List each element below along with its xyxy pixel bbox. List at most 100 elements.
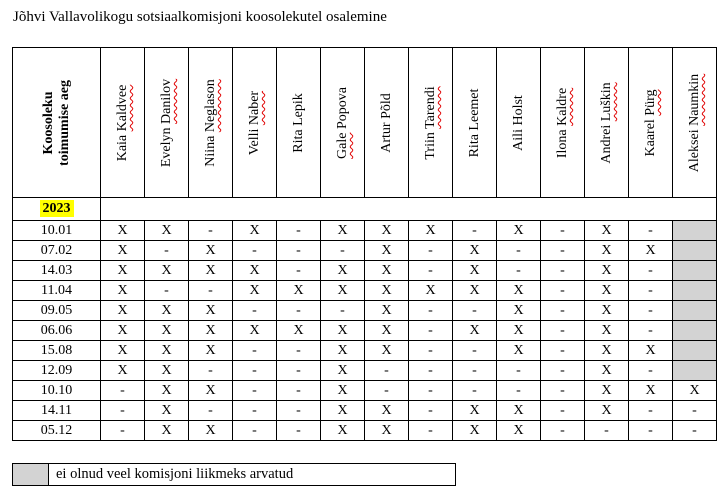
attendance-cell: - xyxy=(628,320,673,341)
member-name: Triin Tarendi xyxy=(422,85,438,160)
attendance-cell: X xyxy=(232,220,277,241)
attendance-cell: - xyxy=(628,280,673,301)
member-column-header: Velli Naber xyxy=(232,47,277,198)
attendance-cell: - xyxy=(144,240,189,261)
misspelled-word: Kaldre xyxy=(554,87,570,126)
corner-header-line2: toimumise aeg xyxy=(56,79,72,166)
attendance-cell: X xyxy=(672,380,717,401)
misspelled-word: Neglason xyxy=(202,78,218,132)
attendance-cell: X xyxy=(144,340,189,361)
member-name: Aili Holst xyxy=(510,94,526,151)
page-title: Jõhvi Vallavolikogu sotsiaalkomisjoni ko… xyxy=(13,9,387,25)
attendance-cell: - xyxy=(188,220,233,241)
attendance-cell: X xyxy=(100,280,145,301)
member-column-header: Artur Põld xyxy=(364,47,409,198)
attendance-cell: - xyxy=(408,400,453,421)
attendance-cell: - xyxy=(408,420,453,441)
attendance-cell: X xyxy=(452,260,497,281)
member-column-header: Aleksei Naumkin xyxy=(672,47,717,198)
attendance-cell: X xyxy=(144,420,189,441)
attendance-row: 06.06 X X X X X X X - X X - X - xyxy=(12,320,717,341)
member-column-header: Ilona Kaldre xyxy=(540,47,585,198)
attendance-cell: X xyxy=(496,300,541,321)
attendance-cell: X xyxy=(144,400,189,421)
attendance-cell: - xyxy=(232,340,277,361)
misspelled-word: Gale xyxy=(334,132,350,159)
attendance-cell: - xyxy=(276,380,321,401)
member-name: Artur Põld xyxy=(378,92,394,153)
misspelled-word: Kaldvee xyxy=(114,84,130,131)
member-column-header: Rita Leemet xyxy=(452,47,497,198)
attendance-cell: X xyxy=(188,260,233,281)
attendance-cell: X xyxy=(628,240,673,261)
attendance-row: 05.12- X X - - X X - X X - - - - xyxy=(12,420,717,441)
attendance-cell: X xyxy=(496,220,541,241)
attendance-cell: X xyxy=(628,340,673,361)
attendance-cell: - xyxy=(540,360,585,381)
attendance-cell: - xyxy=(408,340,453,361)
corner-header-text: Koosoleku toimumise aeg xyxy=(40,80,72,166)
attendance-cell: X xyxy=(496,400,541,421)
attendance-cell: - xyxy=(584,420,629,441)
member-name: Kaia Kaldvee xyxy=(114,84,130,161)
member-name: Gale Popova xyxy=(334,86,350,159)
attendance-cell: X xyxy=(144,380,189,401)
attendance-cell: X xyxy=(364,300,409,321)
date-cell: 15.08 xyxy=(12,340,101,361)
attendance-cell: X xyxy=(188,300,233,321)
attendance-cell: - xyxy=(628,300,673,321)
attendance-cell: - xyxy=(496,380,541,401)
attendance-cell: X xyxy=(584,280,629,301)
corner-header-cell: Koosoleku toimumise aeg xyxy=(12,47,101,198)
attendance-cell: X xyxy=(584,340,629,361)
attendance-cell: - xyxy=(100,420,145,441)
member-name: Ilona Kaldre xyxy=(554,87,570,158)
misspelled-word: Naber xyxy=(246,90,262,125)
attendance-cell: - xyxy=(540,420,585,441)
member-column-header: Kaia Kaldvee xyxy=(100,47,145,198)
member-column-header: Andrei Luškin xyxy=(584,47,629,198)
attendance-cell: X xyxy=(320,220,365,241)
attendance-cell: - xyxy=(672,420,717,441)
member-column-header: Kaarel Pürg xyxy=(628,47,673,198)
attendance-cell: X xyxy=(584,360,629,381)
attendance-cell: X xyxy=(584,240,629,261)
attendance-cell: - xyxy=(628,420,673,441)
corner-header-line1: Koosoleku xyxy=(40,91,56,155)
attendance-cell: X xyxy=(364,400,409,421)
attendance-cell: X xyxy=(100,300,145,321)
member-name: Rita Lepik xyxy=(290,92,306,153)
attendance-cell: - xyxy=(540,380,585,401)
attendance-cell: - xyxy=(408,320,453,341)
attendance-row: 14.11- X - - - X X - X X - X - - xyxy=(12,400,717,421)
attendance-cell: - xyxy=(496,260,541,281)
not-yet-member-cell xyxy=(672,300,717,321)
attendance-cell: - xyxy=(408,240,453,261)
attendance-cell: X xyxy=(232,320,277,341)
attendance-cell: - xyxy=(188,360,233,381)
attendance-cell: - xyxy=(452,360,497,381)
legend-gray-swatch xyxy=(13,464,49,485)
attendance-cell: X xyxy=(232,280,277,301)
attendance-cell: X xyxy=(320,280,365,301)
attendance-cell: - xyxy=(320,300,365,321)
year-badge: 2023 xyxy=(39,200,74,217)
attendance-cell: X xyxy=(364,240,409,261)
member-name: Kaarel Pürg xyxy=(642,88,658,157)
attendance-cell: - xyxy=(188,400,233,421)
misspelled-word: Tarendi xyxy=(422,85,438,129)
attendance-cell: - xyxy=(276,420,321,441)
attendance-cell: - xyxy=(232,300,277,321)
attendance-cell: - xyxy=(276,400,321,421)
date-cell: 09.05 xyxy=(12,300,101,321)
year-cell: 2023 xyxy=(12,197,101,221)
attendance-cell: - xyxy=(364,360,409,381)
attendance-cell: - xyxy=(276,360,321,381)
attendance-cell: - xyxy=(408,380,453,401)
date-cell: 06.06 xyxy=(12,320,101,341)
attendance-cell: X xyxy=(364,280,409,301)
attendance-cell: X xyxy=(100,340,145,361)
attendance-cell: - xyxy=(276,240,321,261)
attendance-cell: - xyxy=(628,360,673,381)
attendance-cell: X xyxy=(276,280,321,301)
